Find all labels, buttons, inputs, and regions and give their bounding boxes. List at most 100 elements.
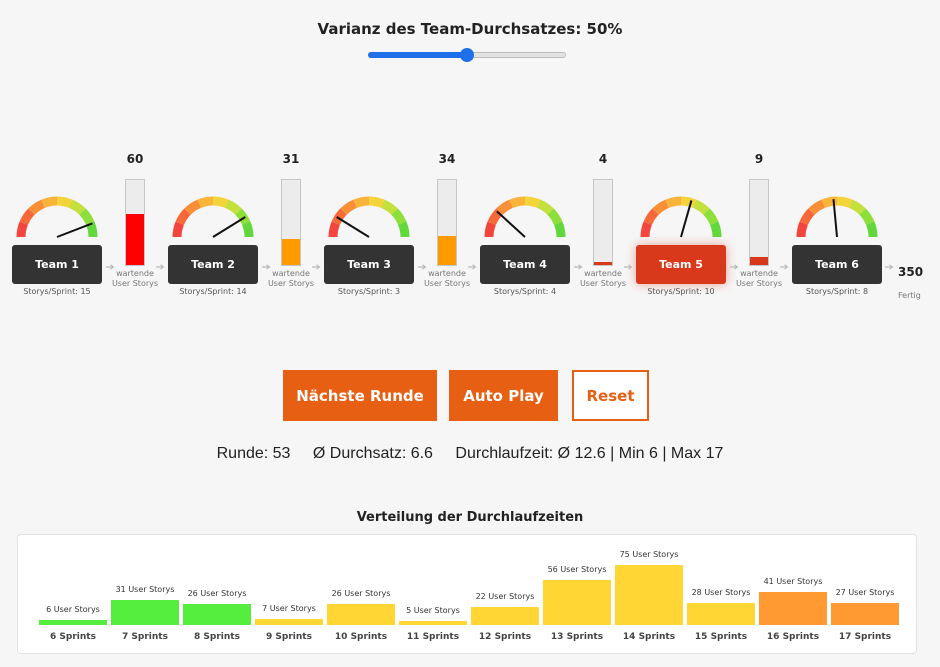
lead-time-histogram: 6 User Storys 6 Sprints 31 User Storys 7 Sp…: [17, 534, 917, 654]
queue-label: wartende User Storys: [111, 269, 159, 288]
gauge-needle: [336, 216, 370, 238]
team-box[interactable]: Team 2: [168, 245, 258, 284]
gauge-needle: [212, 216, 246, 238]
bar-data-label: 41 User Storys: [763, 577, 823, 587]
histogram-column: 6 User Storys 6 Sprints: [39, 535, 107, 655]
x-tick-label: 16 Sprints: [766, 632, 820, 642]
throughput-gauge-icon: [484, 196, 566, 238]
queue-3: 34 wartende User Storys: [424, 152, 470, 302]
x-tick-label: 15 Sprints: [694, 632, 748, 642]
histogram-bar: [687, 602, 755, 625]
bar-data-label: 31 User Storys: [115, 585, 175, 595]
x-tick-label: 17 Sprints: [838, 632, 892, 642]
histogram-bar: [183, 604, 251, 625]
gauge-needle: [496, 210, 526, 238]
queue-count: 34: [438, 152, 456, 166]
variance-slider[interactable]: [368, 48, 566, 62]
x-tick-label: 9 Sprints: [266, 632, 312, 642]
histogram-bar: [39, 620, 107, 625]
bar-data-label: 22 User Storys: [475, 592, 535, 602]
arrow-right-icon: [106, 264, 115, 270]
queue-count: 4: [598, 152, 608, 166]
team-6: Team 6 Storys/Sprint: 8: [792, 195, 882, 299]
team-4: Team 4 Storys/Sprint: 4: [480, 195, 570, 299]
reset-button[interactable]: Reset: [572, 370, 649, 421]
gauge-needle: [56, 222, 93, 238]
queue-5: 9 wartende User Storys: [736, 152, 782, 302]
bar-data-label: 28 User Storys: [691, 587, 751, 597]
throughput-label: Storys/Sprint: 3: [337, 287, 401, 296]
team-box[interactable]: Team 4: [480, 245, 570, 284]
arrow-right-icon: [780, 264, 789, 270]
histogram-bar: [831, 603, 899, 625]
arrow-right-icon: [418, 264, 427, 270]
throughput-gauge-icon: [796, 196, 878, 238]
queue-1: 60 wartende User Storys: [112, 152, 158, 302]
arrow-right-icon: [312, 264, 321, 270]
queue-label: wartende User Storys: [423, 269, 471, 288]
queue-level: [594, 261, 612, 265]
queue-label: wartende User Storys: [735, 269, 783, 288]
x-tick-label: 10 Sprints: [334, 632, 388, 642]
histogram-bar: [543, 580, 611, 625]
team-box[interactable]: Team 5: [636, 245, 726, 284]
bar-data-label: 5 User Storys: [406, 606, 460, 615]
arrow-right-icon: [885, 264, 894, 270]
slider-fill: [368, 52, 467, 58]
queue-count: 60: [126, 152, 144, 166]
queue-tube: [593, 179, 613, 266]
histogram-column: 27 User Storys 17 Sprints: [831, 535, 899, 655]
throughput-label: Storys/Sprint: 14: [179, 287, 247, 296]
team-1: Team 1 Storys/Sprint: 15: [12, 195, 102, 299]
bar-data-label: 27 User Storys: [835, 588, 895, 598]
histogram-title: Verteilung der Durchlaufzeiten: [356, 510, 584, 525]
team-box[interactable]: Team 1: [12, 245, 102, 284]
queue-level: [126, 214, 144, 265]
team-box[interactable]: Team 3: [324, 245, 414, 284]
bar-data-label: 6 User Storys: [46, 605, 100, 615]
queue-tube: [281, 179, 301, 266]
next-round-button[interactable]: Nächste Runde: [283, 370, 437, 421]
histogram-bar: [399, 621, 467, 625]
queue-2: 31 wartende User Storys: [268, 152, 314, 302]
histogram-column: 26 User Storys 8 Sprints: [183, 535, 251, 655]
arrow-right-icon: [468, 264, 477, 270]
arrow-right-icon: [156, 264, 165, 270]
histogram-column: 28 User Storys 15 Sprints: [687, 535, 755, 655]
queue-level: [282, 238, 300, 265]
bar-data-label: 56 User Storys: [547, 565, 607, 575]
queue-level: [438, 236, 456, 265]
throughput-label: Storys/Sprint: 10: [647, 287, 715, 296]
bar-data-label: 75 User Storys: [619, 550, 679, 559]
gauge-needle: [832, 199, 838, 238]
throughput-label: Storys/Sprint: 4: [493, 287, 557, 296]
throughput-label: Storys/Sprint: 15: [23, 287, 91, 296]
histogram-column: 26 User Storys 10 Sprints: [327, 535, 395, 655]
histogram-column: 41 User Storys 16 Sprints: [759, 535, 827, 655]
arrow-right-icon: [574, 264, 583, 270]
histogram-bar: [327, 604, 395, 625]
done-label: Fertig: [898, 291, 921, 300]
bar-data-label: 26 User Storys: [331, 589, 391, 599]
slider-thumb[interactable]: [460, 48, 474, 62]
x-tick-label: 7 Sprints: [122, 632, 168, 642]
stats-bar: Runde: 53 Ø Durchsatz: 6.6 Durchlaufzeit…: [0, 445, 940, 463]
x-tick-label: 12 Sprints: [478, 632, 532, 642]
x-tick-label: 14 Sprints: [622, 632, 676, 642]
histogram-column: 5 User Storys 11 Sprints: [399, 535, 467, 655]
throughput-gauge-icon: [640, 196, 722, 238]
queue-tube: [749, 179, 769, 266]
histogram-bar: [759, 592, 827, 625]
histogram-column: 7 User Storys 9 Sprints: [255, 535, 323, 655]
round-stat: Runde: 53: [216, 445, 291, 462]
histogram-bar: [615, 565, 683, 625]
auto-play-button[interactable]: Auto Play: [449, 370, 558, 421]
histogram-column: 75 User Storys 14 Sprints: [615, 535, 683, 655]
x-tick-label: 8 Sprints: [194, 632, 240, 642]
x-tick-label: 11 Sprints: [406, 632, 460, 642]
page-title: Varianz des Team-Durchsatzes: 50%: [317, 20, 623, 38]
team-box[interactable]: Team 6: [792, 245, 882, 284]
done-count: 350: [898, 265, 924, 279]
arrow-right-icon: [730, 264, 739, 270]
team-3: Team 3 Storys/Sprint: 3: [324, 195, 414, 299]
